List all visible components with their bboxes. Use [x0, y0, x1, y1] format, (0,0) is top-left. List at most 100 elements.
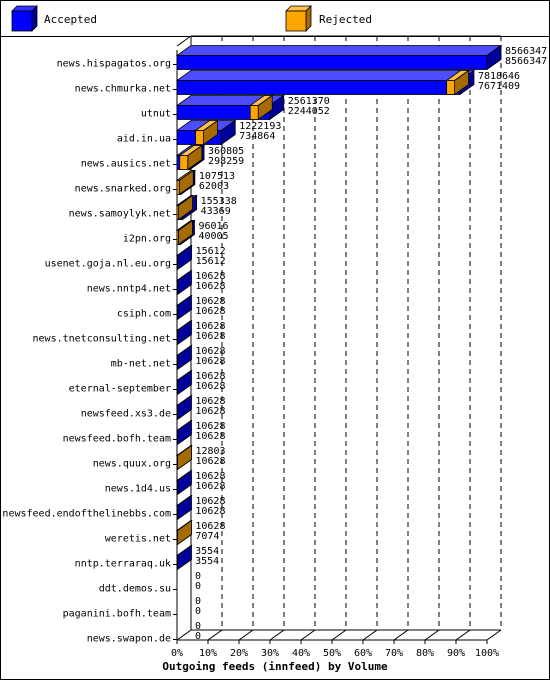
- x-tick-label: 90%: [447, 648, 465, 659]
- category-label: news.ausics.net: [81, 159, 171, 170]
- rejected-value-label: 40005: [198, 231, 228, 242]
- rejected-bar: [175, 444, 193, 471]
- accepted-bar: [175, 94, 285, 121]
- accepted-bar-face: [176, 330, 178, 345]
- rejected-value-label: 10628: [195, 356, 225, 367]
- accepted-bar: [175, 369, 193, 396]
- category-label: paganini.bofh.team: [63, 609, 171, 620]
- accepted-value-label: 7818646: [478, 71, 520, 82]
- x-tick-label: 30%: [261, 648, 279, 659]
- accepted-value-label: 10628: [195, 296, 225, 307]
- accepted-bar-face: [176, 280, 178, 295]
- rejected-value-label: 10628: [195, 431, 225, 442]
- accepted-value-label: 12803: [195, 446, 225, 457]
- accepted-value-label: 360805: [208, 146, 244, 157]
- category-label: news.hispagatos.org: [57, 59, 171, 70]
- rejected-bar: [175, 219, 194, 246]
- category-label: utnut: [141, 109, 171, 120]
- accepted-value-label: 10628: [195, 496, 225, 507]
- category-label: aid.in.ua: [117, 134, 171, 145]
- category-label: usenet.goja.nl.eu.org: [45, 259, 171, 270]
- accepted-value-label: 10628: [195, 421, 225, 432]
- legend-accepted-label: Accepted: [44, 13, 97, 26]
- category-label: eternal-september: [69, 384, 171, 395]
- rejected-bar-face: [176, 530, 178, 545]
- category-label: i2pn.org: [123, 234, 171, 245]
- accepted-bar-face: [176, 105, 271, 120]
- rejected-value-label: 10628: [195, 456, 225, 467]
- category-label: news.swapon.de: [87, 634, 171, 645]
- rejected-bar: [248, 94, 274, 121]
- category-label: csiph.com: [117, 309, 171, 320]
- rejected-bar: [178, 144, 204, 171]
- plot-area: [173, 35, 502, 644]
- rejected-value-label: 3554: [195, 556, 219, 567]
- x-tick-label: 60%: [354, 648, 372, 659]
- accepted-value-label: 0: [195, 621, 201, 632]
- accepted-bar-face: [176, 255, 178, 270]
- accepted-value-label: 1222193: [239, 121, 281, 132]
- accepted-value-label: 0: [195, 571, 201, 582]
- x-axis-title: Outgoing feeds (innfeed) by Volume: [162, 660, 388, 673]
- grid-depth-line: [486, 629, 502, 641]
- legend: Accepted Rejected: [11, 5, 372, 32]
- rejected-value-label: 0: [195, 606, 201, 617]
- rejected-bar: [175, 519, 193, 546]
- rejected-value-label: 2244052: [288, 106, 330, 117]
- accepted-value-label: 2561370: [288, 96, 330, 107]
- accepted-bar-face: [176, 505, 178, 520]
- x-tick-label: 20%: [230, 648, 248, 659]
- x-tick-label: 40%: [292, 648, 310, 659]
- grid-depth-line: [393, 629, 409, 641]
- x-tick-label: 70%: [385, 648, 403, 659]
- accepted-value-label: 10628: [195, 396, 225, 407]
- grid-depth-line: [362, 629, 378, 641]
- category-label: newsfeed.bofh.team: [63, 434, 171, 445]
- accepted-value-label: 15612: [196, 246, 226, 257]
- accepted-value-label: 10628: [195, 471, 225, 482]
- legend-accepted-swatch: [11, 5, 38, 32]
- x-tick-labels: 0% 10% 20% 30% 40% 50% 60% 70% 80% 90% 100%: [171, 648, 499, 659]
- x-tick-label: 100%: [475, 648, 499, 659]
- category-label: nntp.terraraq.uk: [75, 559, 171, 570]
- rejected-bar: [175, 169, 195, 196]
- accepted-value-label: 96016: [198, 221, 228, 232]
- bars: [175, 44, 503, 571]
- category-label: weretis.net: [105, 534, 171, 545]
- rejected-bar: [194, 119, 219, 146]
- rejected-value-label: 10628: [195, 306, 225, 317]
- grid-depth-line: [424, 629, 440, 641]
- rejected-value-label: 43369: [201, 206, 231, 217]
- category-label: mb-net.net: [111, 359, 171, 370]
- accepted-bar-face: [176, 430, 178, 445]
- top-depth-edge: [176, 35, 192, 47]
- grid-depth-line: [331, 629, 347, 641]
- category-label: news.chmurka.net: [75, 84, 171, 95]
- legend-rejected-label: Rejected: [319, 13, 372, 26]
- accepted-bar-face: [176, 305, 178, 320]
- category-label: news.snarked.org: [75, 184, 171, 195]
- accepted-value-label: 0: [195, 596, 201, 607]
- accepted-value-label: 155338: [201, 196, 237, 207]
- accepted-bar: [175, 244, 193, 271]
- rejected-value-label: 10628: [195, 481, 225, 492]
- category-label: news.quux.org: [93, 459, 171, 470]
- legend-rejected-swatch: [285, 5, 312, 32]
- accepted-bar-face: [176, 555, 178, 570]
- category-label: news.nntp4.net: [87, 284, 171, 295]
- accepted-value-label: 10628: [195, 271, 225, 282]
- accepted-bar-top: [175, 45, 503, 56]
- accepted-bar: [175, 69, 476, 96]
- rejected-bar: [175, 194, 194, 221]
- accepted-value-label: 10628: [195, 371, 225, 382]
- rejected-bar-face: [195, 130, 204, 145]
- category-label: news.samoylyk.net: [69, 209, 171, 220]
- rejected-value-label: 298259: [208, 156, 244, 167]
- rejected-value-label: 10628: [195, 281, 225, 292]
- rejected-value-label: 62003: [199, 181, 229, 192]
- rejected-value-label: 0: [195, 631, 201, 642]
- rejected-bar-face: [176, 180, 180, 195]
